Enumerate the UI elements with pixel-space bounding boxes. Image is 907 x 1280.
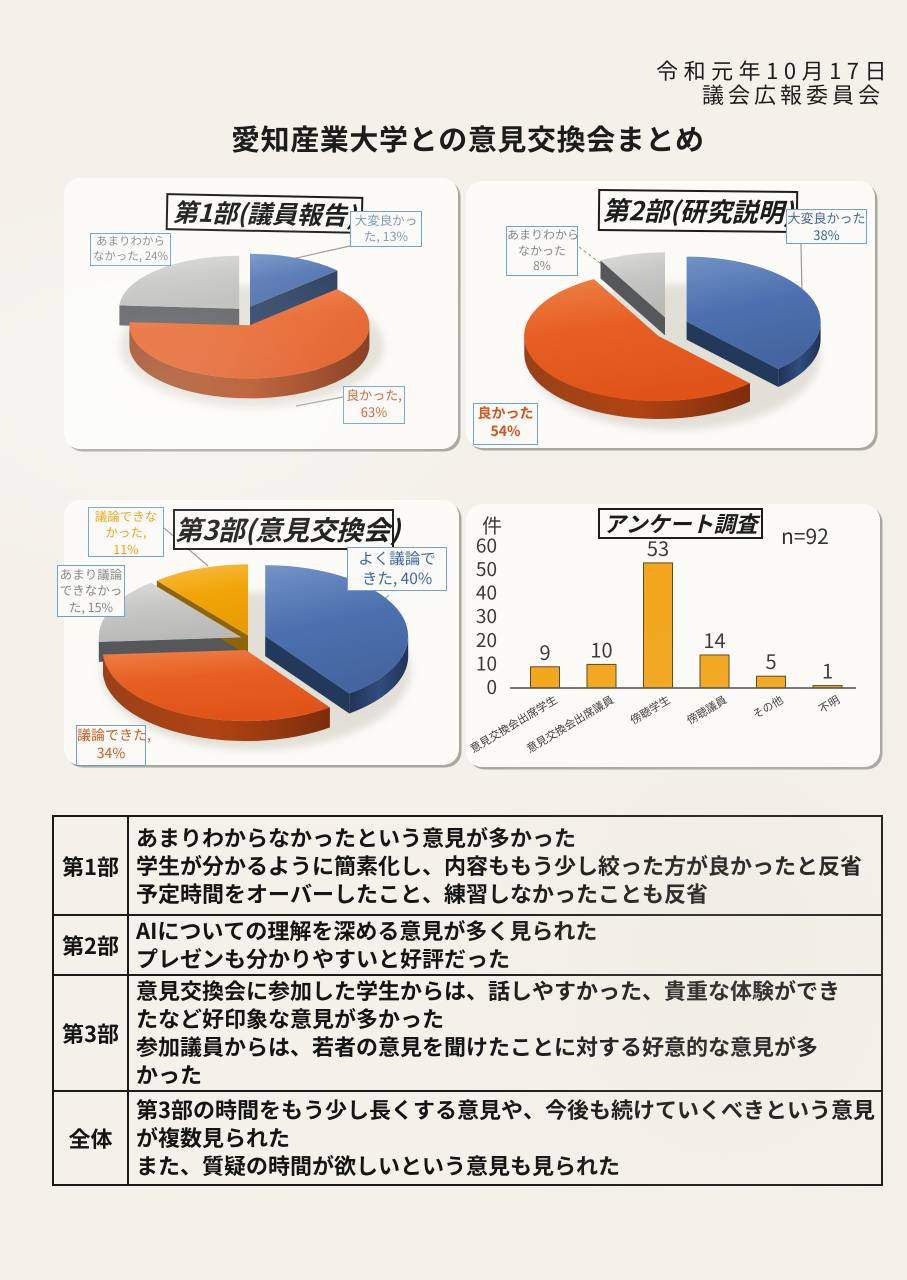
- svg-text:20: 20: [476, 626, 497, 653]
- svg-text:30: 30: [476, 602, 497, 629]
- svg-text:1: 1: [822, 656, 833, 685]
- svg-text:10: 10: [590, 634, 612, 663]
- svg-text:件: 件: [482, 510, 502, 539]
- svg-text:傍聴議員: 傍聴議員: [684, 692, 730, 728]
- svg-text:14: 14: [703, 625, 725, 654]
- svg-text:60: 60: [476, 531, 497, 558]
- svg-text:0: 0: [486, 673, 497, 700]
- svg-text:不明: 不明: [815, 692, 842, 717]
- svg-text:50: 50: [476, 555, 497, 582]
- svg-text:10: 10: [476, 649, 497, 676]
- svg-text:53: 53: [647, 533, 669, 562]
- svg-text:40: 40: [476, 579, 497, 606]
- svg-text:その他: その他: [750, 692, 787, 723]
- svg-text:5: 5: [765, 646, 776, 675]
- svg-text:傍聴学生: 傍聴学生: [627, 692, 673, 728]
- svg-text:9: 9: [539, 637, 550, 666]
